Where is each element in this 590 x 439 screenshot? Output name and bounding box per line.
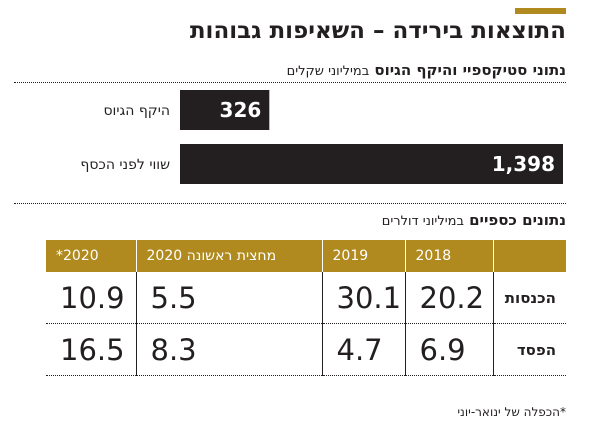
table-cell: 4.7 (321, 323, 405, 376)
bar-category-label: שווי לפני הכסף (80, 157, 170, 173)
section-heading-funding-unit: במיליוני שקלים (286, 64, 370, 79)
section-heading-funding-bold: נתוני סטיקספיי והיקף הגיוס (374, 61, 566, 79)
chart-title: התוצאות בירידה – השאיפות גבוהות (189, 18, 566, 44)
section-heading-financials: נתונים כספיים במיליוני דולרים (382, 210, 566, 229)
bar-value-label: 326 (220, 98, 262, 122)
section-heading-financials-unit: במיליוני דולרים (381, 214, 464, 229)
table-header-row: *2020 מחצית ראשונה 2020 2019 2018 (46, 240, 566, 272)
column-header: *2020 (46, 240, 136, 272)
accent-rule (515, 8, 566, 14)
table-cell: 10.9 (46, 272, 136, 324)
section-heading-funding: נתוני סטיקספיי והיקף הגיוס במיליוני שקלי… (287, 60, 566, 79)
table-cell: 6.9 (404, 323, 493, 376)
table-cell: 20.2 (404, 272, 493, 324)
financials-table: *2020 מחצית ראשונה 2020 2019 2018 10.9 5… (46, 240, 566, 376)
row-label: הפסד (492, 323, 566, 376)
section-heading-financials-bold: נתונים כספיים (469, 211, 566, 229)
row-label: הכנסות (492, 272, 566, 324)
bar-chart: 326 היקף הגיוס 1,398 שווי לפני הכסף (80, 90, 563, 184)
column-header: 2019 (321, 240, 405, 272)
table-cell: 5.5 (135, 272, 322, 324)
table-cell: 16.5 (46, 323, 136, 376)
table-cell: 8.3 (135, 323, 322, 376)
bar-category-label: היקף הגיוס (103, 103, 170, 119)
table-cell: 30.1 (321, 272, 405, 324)
bar (180, 90, 270, 130)
section-divider-top (14, 82, 566, 83)
section-divider-middle (14, 203, 566, 204)
column-header: מחצית ראשונה 2020 (135, 240, 322, 272)
column-header (492, 240, 566, 272)
column-header: 2018 (404, 240, 493, 272)
footnote: *הכפלה של ינואר-יוני (457, 405, 566, 419)
bar (180, 144, 563, 184)
table-row: 16.5 8.3 4.7 6.9 הפסד (46, 323, 566, 376)
bar-value-label: 1,398 (492, 152, 555, 176)
table-row: 10.9 5.5 30.1 20.2 הכנסות (46, 272, 566, 324)
